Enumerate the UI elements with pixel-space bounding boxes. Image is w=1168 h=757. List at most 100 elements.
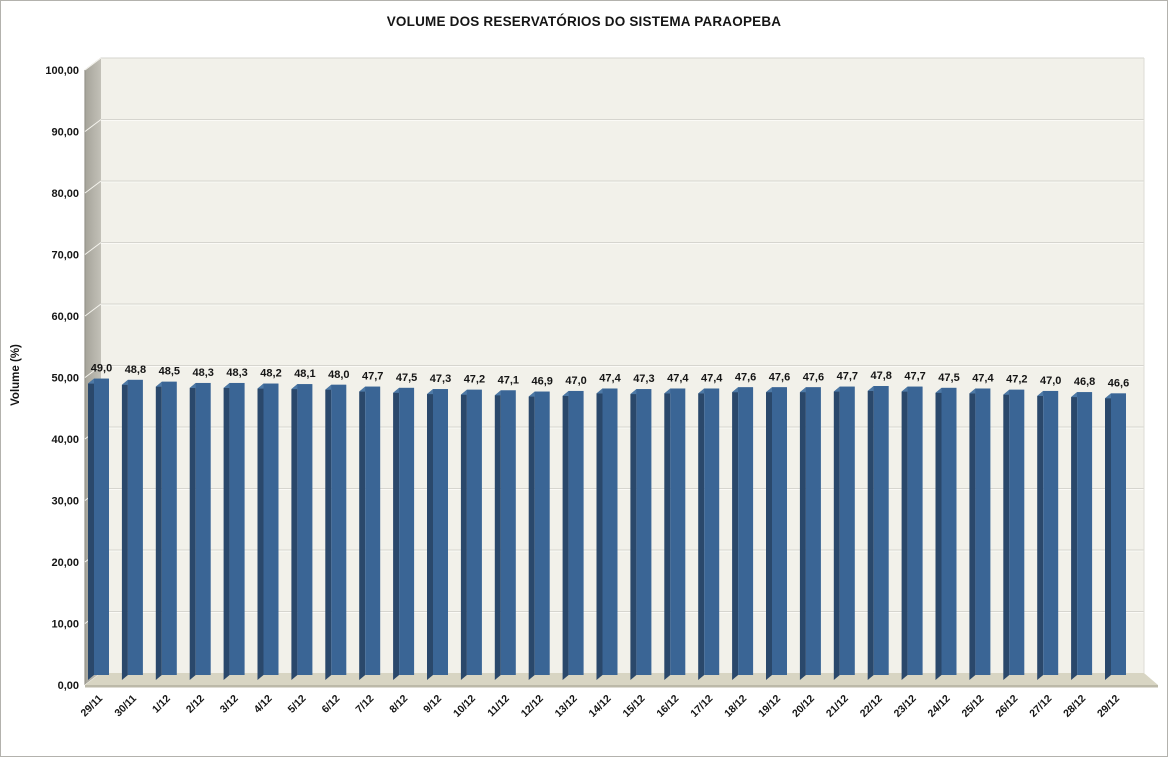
bar-value-label: 47,3 (633, 373, 654, 385)
x-tick-label: 21/12 (824, 693, 851, 720)
x-tick-label: 29/12 (1095, 693, 1122, 720)
bar-front-face (873, 386, 889, 675)
bar-side-face (88, 378, 94, 680)
bar (732, 387, 754, 680)
bar-value-label: 47,0 (1040, 375, 1061, 387)
bar-value-label: 47,5 (938, 372, 959, 384)
bar-side-face (1105, 393, 1111, 680)
bar-front-face (433, 389, 448, 675)
y-tick-label: 90,00 (51, 127, 79, 139)
bar-front-face (839, 386, 855, 675)
bar-front-face (1111, 393, 1126, 675)
x-tick-label: 14/12 (587, 693, 614, 720)
wall-tick (84, 180, 102, 194)
bar (427, 389, 448, 680)
bar-side-face (393, 387, 400, 680)
bar-value-label: 47,6 (769, 371, 790, 383)
y-tick-label: 70,00 (51, 250, 79, 262)
bar-value-label: 47,4 (667, 372, 689, 384)
bar-front-face (365, 386, 381, 675)
bar (1037, 390, 1059, 680)
bar-value-label: 47,5 (396, 372, 417, 384)
x-tick-label: 23/12 (892, 693, 919, 720)
bar (1105, 393, 1126, 680)
bar-side-face (1071, 392, 1078, 680)
bar-side-face (935, 387, 942, 680)
bar (562, 390, 584, 680)
bar (1003, 389, 1025, 680)
bar-front-face (161, 381, 177, 675)
x-tick-label: 15/12 (620, 693, 647, 720)
x-tick-label: 17/12 (688, 693, 715, 720)
x-tick-label: 9/12 (421, 693, 444, 716)
y-tick-label: 50,00 (51, 373, 79, 385)
bar (799, 387, 821, 680)
bar-side-face (223, 382, 230, 680)
x-tick-label: 30/11 (112, 693, 139, 720)
bar-side-face (189, 382, 196, 680)
wall-tick (84, 57, 102, 71)
x-tick-label: 20/12 (790, 693, 817, 720)
bar (1071, 392, 1093, 680)
x-tick-label: 7/12 (353, 693, 376, 716)
bar-value-label: 47,6 (803, 371, 824, 383)
x-tick-label: 3/12 (218, 693, 241, 716)
bar (393, 387, 415, 680)
bar-value-label: 47,3 (430, 373, 451, 385)
x-tick-label: 29/11 (78, 693, 105, 720)
bar-side-face (155, 381, 162, 680)
bar-side-face (562, 390, 569, 680)
bar-value-label: 47,4 (972, 372, 994, 384)
x-tick-label: 1/12 (150, 693, 173, 716)
bar-value-label: 48,5 (159, 366, 180, 378)
bar-front-face (534, 391, 550, 675)
bar-value-label: 48,3 (226, 367, 247, 379)
y-tick-label: 20,00 (51, 557, 79, 569)
x-tick-label: 18/12 (722, 693, 749, 720)
bar-side-face (664, 388, 671, 680)
wall-tick (84, 242, 102, 255)
bar-front-face (466, 389, 482, 675)
bar-side-face (901, 386, 908, 680)
bar (257, 383, 279, 680)
bar-value-label: 47,1 (498, 374, 519, 386)
bar-value-label: 47,7 (362, 371, 383, 383)
bar-side-face (528, 391, 535, 680)
bar-front-face (263, 383, 279, 675)
bar-front-face (1077, 392, 1093, 675)
x-tick-label: 22/12 (858, 693, 885, 720)
bar-side-face (596, 388, 603, 680)
x-tick-label: 10/12 (451, 693, 478, 720)
bar-side-face (833, 386, 840, 680)
bar-front-face (500, 390, 516, 675)
bar-front-face (975, 388, 991, 675)
bar (325, 384, 347, 680)
bar-front-face (94, 378, 109, 675)
bar-value-label: 47,2 (1006, 374, 1027, 386)
x-tick-label: 2/12 (184, 693, 207, 716)
x-tick-label: 13/12 (553, 693, 580, 720)
x-tick-label: 19/12 (756, 693, 783, 720)
bar-front-face (738, 387, 754, 675)
y-tick-label: 40,00 (51, 434, 79, 446)
x-tick-label: 24/12 (926, 693, 953, 720)
y-tick-label: 30,00 (51, 496, 79, 508)
x-tick-label: 25/12 (959, 693, 986, 720)
bar-value-label: 48,1 (294, 368, 315, 380)
bar-value-label: 48,0 (328, 369, 349, 381)
x-tick-label: 27/12 (1027, 693, 1054, 720)
bar-front-face (772, 387, 787, 675)
y-tick-label: 0,00 (58, 680, 79, 692)
bar-value-label: 48,8 (125, 364, 146, 376)
y-tick-label: 60,00 (51, 311, 79, 323)
bar-side-face (867, 386, 874, 680)
bar-side-face (799, 387, 806, 680)
bar-side-face (1037, 390, 1044, 680)
bar (596, 388, 618, 680)
bar-side-face (698, 388, 705, 680)
bar-value-label: 47,7 (904, 371, 925, 383)
bar (155, 381, 177, 680)
x-tick-label: 16/12 (654, 693, 681, 720)
